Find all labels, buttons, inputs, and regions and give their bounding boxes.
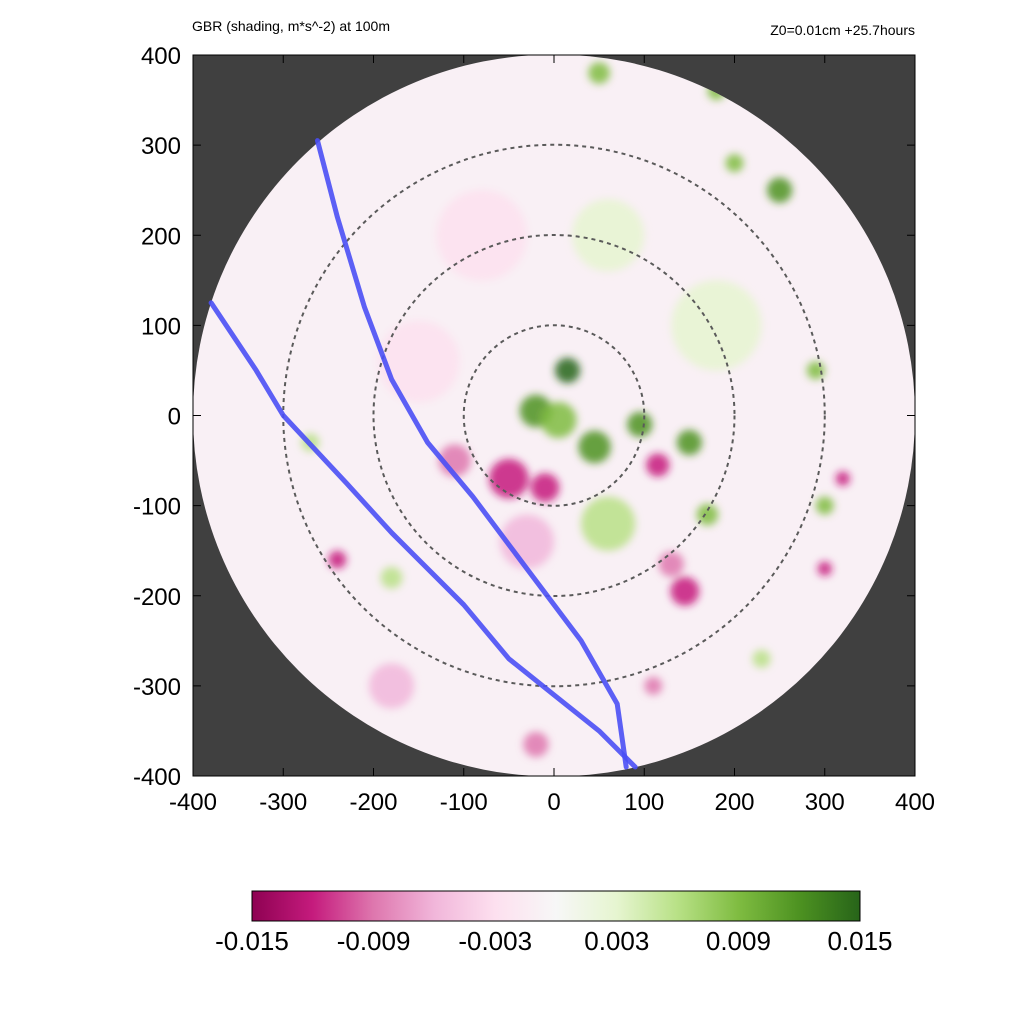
gbr-shading-blob	[627, 411, 653, 438]
track-line	[208, 300, 638, 770]
chart-title: GBR (shading, m*s^-2) at 100m	[192, 18, 390, 34]
y-tick-label: -200	[133, 584, 181, 611]
y-tick-label: 100	[141, 313, 181, 340]
gbr-shading-blob	[676, 429, 703, 456]
gbr-shading-blob	[806, 361, 825, 380]
y-tick-label: -300	[133, 674, 181, 701]
colorbar-tick-label: -0.003	[458, 926, 532, 956]
x-tick-label: -300	[259, 789, 307, 816]
gbr-shading-blob	[835, 471, 851, 486]
gbr-shading-blob	[523, 731, 549, 758]
y-tick-label: 200	[141, 223, 181, 250]
gbr-shading-blob	[588, 62, 610, 84]
x-tick-label: 400	[895, 789, 935, 816]
gbr-shading-blob	[380, 566, 403, 589]
run-info-label: Z0=0.01cm +25.7hours	[770, 22, 915, 38]
y-tick-label: -100	[133, 494, 181, 521]
gbr-shading-blob	[696, 503, 719, 526]
x-tick-label: 0	[547, 789, 560, 816]
y-tick-label: 300	[141, 133, 181, 160]
x-tick-label: 300	[805, 789, 845, 816]
gbr-shading-blob	[378, 320, 460, 403]
gbr-shading-blob	[766, 177, 793, 203]
gbr-shading-blob	[530, 473, 560, 503]
x-tick-label: -200	[349, 789, 397, 816]
y-tick-label: -400	[133, 764, 181, 791]
colorbar-tick-label: 0.015	[827, 926, 892, 956]
y-tick-label: 400	[141, 43, 181, 70]
range-ring	[372, 234, 736, 597]
gbr-shading-blob	[554, 357, 581, 384]
gbr-shading-blob	[815, 496, 834, 515]
colorbar	[251, 890, 861, 922]
gbr-shading-blob	[578, 430, 611, 464]
gbr-shading-blob	[581, 496, 636, 551]
gbr-shading-blob	[499, 514, 554, 569]
gbr-shading-blob	[671, 280, 762, 371]
gbr-shading-blob	[436, 190, 527, 281]
range-ring	[462, 324, 646, 507]
gbr-shading-blob	[658, 551, 684, 577]
colorbar-tick-label: -0.015	[215, 926, 289, 956]
colorbar-tick-label: -0.009	[337, 926, 411, 956]
gbr-shading-blob	[817, 561, 832, 576]
gbr-shading-blob	[328, 550, 347, 569]
gbr-shading-blob	[670, 576, 700, 606]
x-tick-label: -100	[440, 789, 488, 816]
gbr-shading-blob	[725, 154, 744, 173]
gbr-shading-blob	[489, 458, 529, 499]
colorbar-tick-label: 0.003	[584, 926, 649, 956]
colorbar-tick-label: 0.009	[706, 926, 771, 956]
x-tick-label: -400	[169, 789, 217, 816]
gbr-shading-blob	[540, 401, 577, 439]
y-tick-label: 0	[168, 404, 181, 431]
x-tick-label: 100	[624, 789, 664, 816]
gbr-shading-blob	[644, 676, 663, 695]
x-tick-label: 200	[714, 789, 754, 816]
gbr-shading-blob	[646, 453, 670, 477]
gbr-shading-blob	[368, 663, 415, 709]
track-line	[315, 138, 629, 770]
gbr-shading-blob	[752, 649, 771, 668]
gbr-shading-blob	[572, 199, 645, 272]
